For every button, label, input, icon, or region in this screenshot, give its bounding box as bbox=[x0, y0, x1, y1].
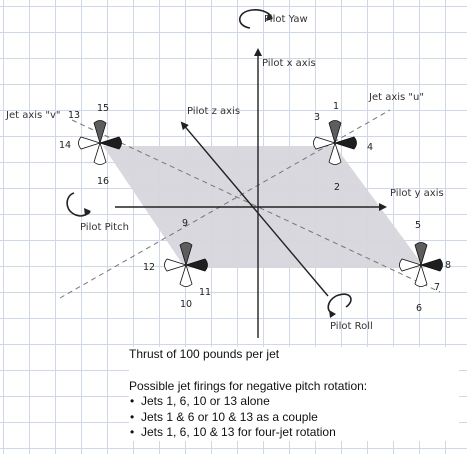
jet-number-2: 2 bbox=[334, 182, 340, 193]
jet-number-11: 11 bbox=[199, 287, 211, 298]
jet-number-16: 16 bbox=[97, 176, 109, 187]
pilot-z-axis-line bbox=[180, 121, 329, 297]
jet-number-5: 5 bbox=[415, 220, 421, 231]
jet-axis-v-line bbox=[71, 119, 441, 293]
jet-number-1: 1 bbox=[333, 101, 339, 112]
jet-number-12: 12 bbox=[143, 262, 155, 273]
jet-number-4: 4 bbox=[367, 142, 373, 153]
jet-number-9: 9 bbox=[182, 218, 188, 229]
jet-number-15: 15 bbox=[97, 103, 109, 114]
firing-heading: Possible jet firings for negative pitch … bbox=[129, 378, 368, 393]
jet-number-8: 8 bbox=[445, 260, 451, 271]
pilot-x-axis-label: Pilot x axis bbox=[262, 58, 316, 69]
jet-axis-v-label: Jet axis "v" bbox=[5, 110, 61, 121]
jet-number-7: 7 bbox=[434, 282, 440, 293]
firing-list-item: Jets 1, 6, 10 or 13 alone bbox=[129, 394, 459, 410]
thrust-note: Thrust of 100 pounds per jet bbox=[129, 347, 280, 361]
pilot-roll-label: Pilot Roll bbox=[330, 321, 373, 332]
jet-number-3: 3 bbox=[314, 112, 320, 123]
firing-list-item: Jets 1 & 6 or 10 & 13 as a couple bbox=[129, 410, 459, 426]
jet-axis-u-label: Jet axis "u" bbox=[368, 92, 424, 103]
jet-number-10: 10 bbox=[180, 299, 192, 310]
pilot-yaw-label: Pilot Yaw bbox=[264, 14, 308, 25]
pitch-rotation-icon bbox=[66, 192, 91, 217]
notes-panel: Thrust of 100 pounds per jet Possible je… bbox=[129, 347, 459, 441]
firing-list: Jets 1, 6, 10 or 13 alone Jets 1 & 6 or … bbox=[129, 394, 459, 441]
pilot-pitch-label: Pilot Pitch bbox=[80, 222, 129, 233]
jet-number-13: 13 bbox=[68, 110, 80, 121]
pilot-z-axis-label: Pilot z axis bbox=[187, 106, 240, 117]
roll-rotation-icon bbox=[327, 293, 352, 318]
jet-number-14: 14 bbox=[59, 140, 71, 151]
pilot-y-axis-label: Pilot y axis bbox=[390, 188, 444, 199]
yaw-rotation-icon bbox=[238, 9, 273, 29]
firing-list-item: Jets 1, 6, 10 & 13 for four-jet rotation bbox=[129, 425, 459, 441]
jet-number-6: 6 bbox=[416, 303, 422, 314]
